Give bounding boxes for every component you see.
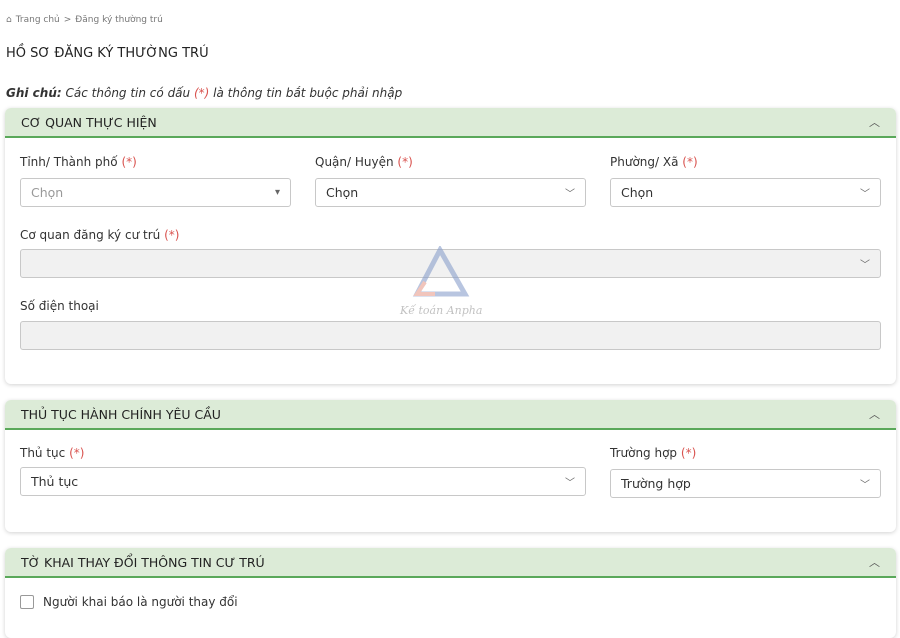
chevron-down-icon: ﹀ [860, 260, 870, 271]
select-value: Chọn [621, 185, 654, 200]
phone-input[interactable] [20, 321, 881, 350]
chevron-down-icon: ﹀ [565, 189, 575, 200]
chevron-up-icon[interactable]: ︿ [869, 556, 880, 569]
required-mark: (*) [193, 86, 210, 100]
note-text-after: là thông tin bắt buộc phải nhập [213, 86, 403, 100]
procedure-label: Thủ tục (*) [20, 446, 85, 460]
ward-label: Phường/ Xã (*) [610, 155, 698, 169]
select-value: Chọn [31, 185, 64, 200]
case-label: Trường hợp (*) [610, 446, 697, 460]
province-label: Tỉnh/ Thành phố (*) [20, 155, 137, 169]
chevron-up-icon[interactable]: ︿ [869, 408, 880, 421]
breadcrumb-separator: > [63, 15, 72, 25]
breadcrumb-home[interactable]: Trang chủ [15, 15, 60, 25]
page-title: HỒ SƠ ĐĂNG KÝ THƯỜNG TRÚ [6, 46, 209, 61]
caret-down-icon: ▾ [274, 187, 280, 198]
section-header[interactable]: CƠ QUAN THỰC HIỆN ︿ [5, 108, 896, 138]
svg-text:Kế toán Anpha: Kế toán Anpha [399, 304, 482, 317]
note: Ghi chú: Các thông tin có dấu (*) là thô… [6, 86, 402, 100]
phone-label: Số điện thoại [20, 299, 99, 313]
section-header[interactable]: THỦ TỤC HÀNH CHÍNH YÊU CẦU ︿ [5, 400, 896, 430]
case-select[interactable]: Trường hợp ﹀ [610, 469, 881, 498]
agency-label: Cơ quan đăng ký cư trú (*) [20, 228, 180, 242]
chevron-down-icon: ﹀ [860, 480, 870, 491]
ward-select[interactable]: Chọn ﹀ [610, 178, 881, 207]
section-thu-tuc: THỦ TỤC HÀNH CHÍNH YÊU CẦU ︿ [5, 400, 896, 532]
section-title: TỜ KHAI THAY ĐỔI THÔNG TIN CƯ TRÚ [21, 554, 265, 570]
province-select[interactable]: Chọn ▾ [20, 178, 291, 207]
section-title: THỦ TỤC HÀNH CHÍNH YÊU CẦU [21, 406, 221, 422]
checkbox-label[interactable]: Người khai báo là người thay đổi [43, 595, 238, 609]
note-text: Các thông tin có dấu [65, 86, 191, 100]
section-header[interactable]: TỜ KHAI THAY ĐỔI THÔNG TIN CƯ TRÚ ︿ [5, 548, 896, 578]
select-value: Chọn [326, 185, 359, 200]
chevron-down-icon: ﹀ [860, 189, 870, 200]
select-value: Thủ tục [31, 474, 79, 489]
chevron-up-icon[interactable]: ︿ [869, 116, 880, 129]
breadcrumb-current: Đăng ký thường trú [75, 15, 163, 25]
procedure-select[interactable]: Thủ tục ﹀ [20, 467, 586, 496]
watermark-logo: Kế toán Anpha [399, 246, 482, 317]
home-icon: ⌂ [6, 15, 12, 25]
declarant-is-changer-checkbox[interactable] [20, 595, 34, 609]
chevron-down-icon: ﹀ [565, 478, 575, 489]
district-label: Quận/ Huyện (*) [315, 155, 413, 169]
section-title: CƠ QUAN THỰC HIỆN [21, 114, 157, 130]
select-value: Trường hợp [621, 476, 691, 491]
breadcrumb: ⌂ Trang chủ > Đăng ký thường trú [6, 15, 167, 25]
note-prefix: Ghi chú: [6, 86, 62, 100]
section-to-khai: TỜ KHAI THAY ĐỔI THÔNG TIN CƯ TRÚ ︿ [5, 548, 896, 638]
district-select[interactable]: Chọn ﹀ [315, 178, 586, 207]
